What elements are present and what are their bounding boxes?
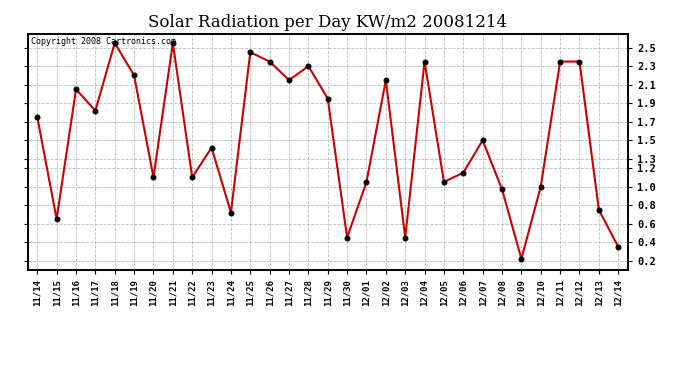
Text: Copyright 2008 Cartronics.com: Copyright 2008 Cartronics.com [30,37,175,46]
Title: Solar Radiation per Day KW/m2 20081214: Solar Radiation per Day KW/m2 20081214 [148,14,507,31]
